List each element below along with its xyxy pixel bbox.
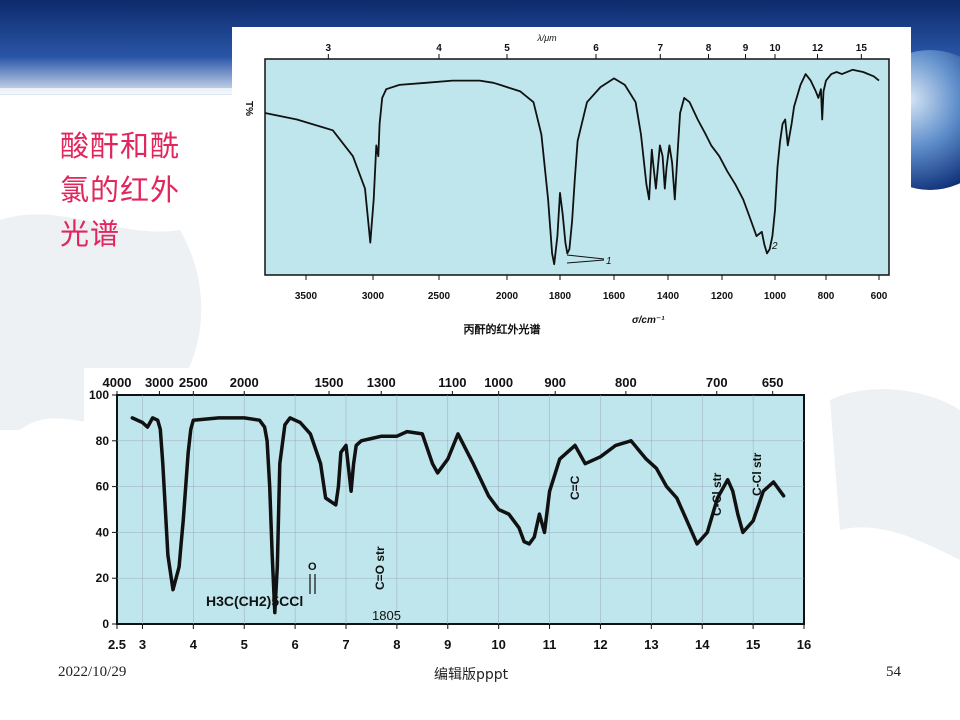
- annotation-label: 1: [606, 256, 612, 267]
- top-tick-label: 3000: [145, 375, 174, 390]
- x-tick-label: 3000: [362, 291, 385, 302]
- annotation-1805: 1805: [372, 608, 401, 623]
- top-tick-label: 8: [706, 43, 712, 54]
- top-tick-label: 5: [504, 43, 510, 54]
- x-tick-label: 8: [393, 637, 400, 652]
- x-tick-label: 1400: [657, 291, 680, 302]
- y-tick-label: 100: [89, 388, 109, 402]
- chart-2-svg: 100 80 60 40 20 0 2.5 3 4 5 6 7 8 9 10 11 12 13 14 15 16 4000…: [89, 375, 811, 652]
- top-tick-label: 650: [762, 375, 784, 390]
- x-tick-label: 2.5: [108, 637, 126, 652]
- top-tick-label: 800: [615, 375, 637, 390]
- top-tick-label: 7: [658, 43, 664, 54]
- top-tick-label: 4: [436, 43, 442, 54]
- y-axis-label: T%: [243, 101, 254, 116]
- ir-spectrum-propionic-anhydride: 3500 3000 2500 2000 1800 1600 1400 1200 1000 800 6…: [232, 27, 911, 347]
- spectrum-line: [264, 68, 880, 266]
- top-tick-label: 6: [593, 43, 599, 54]
- top-tick-label: 10: [769, 43, 781, 54]
- top-tick-label: 2000: [230, 375, 259, 390]
- chart-caption: 丙酐的红外光谱: [464, 322, 541, 336]
- x-tick-label: 16: [797, 637, 811, 652]
- top-tick-label: 700: [706, 375, 728, 390]
- chart-1-svg: 3500 3000 2500 2000 1800 1600 1400 1200 1000 800 6…: [243, 33, 890, 336]
- page-number: 54: [886, 664, 901, 680]
- top-tick-label: 1300: [367, 375, 396, 390]
- y-tick-label: 20: [96, 571, 110, 585]
- x-tick-label: 11: [543, 637, 557, 652]
- top-tick-label: 15: [856, 43, 868, 54]
- top-tick-label: 1000: [484, 375, 513, 390]
- annotation-ccl-str: C-Cl str: [750, 452, 764, 496]
- top-tick-label: 1100: [438, 375, 466, 390]
- x-tick-label: 1000: [764, 291, 787, 302]
- annotation-carbonyl-o: O: [308, 561, 317, 573]
- annotation-cc: C=C: [568, 475, 582, 500]
- x-axis-label: σ/cm⁻¹: [632, 315, 665, 326]
- top-tick-label: 12: [812, 43, 824, 54]
- slide-title: 酸酐和酰氯的红外光谱: [60, 129, 181, 251]
- x-tick-label: 4: [190, 637, 198, 652]
- x-tick-label: 1200: [711, 291, 734, 302]
- top-tick-label: 1500: [315, 375, 344, 390]
- x-tick-label: 600: [871, 291, 888, 302]
- x-tick-label: 12: [593, 637, 607, 652]
- plot-area: [116, 394, 805, 625]
- annotation-label: 2: [771, 241, 778, 252]
- x-tick-label: 3500: [295, 291, 318, 302]
- annotation-formula: H3C(CH2)5CCl: [206, 593, 303, 609]
- footer-center-text: 编辑版pppt: [434, 667, 509, 683]
- x-tick-label: 10: [491, 637, 505, 652]
- top-tick-label: 3: [326, 43, 332, 54]
- top-tick-label: 4000: [103, 375, 132, 390]
- x-tick-label: 6: [291, 637, 298, 652]
- x-tick-label: 13: [644, 637, 658, 652]
- x-tick-label: 7: [342, 637, 349, 652]
- x-tick-label: 800: [818, 291, 835, 302]
- annotation-ccl-str: C-Cl str: [710, 472, 724, 516]
- x-tick-label: 15: [746, 637, 760, 652]
- x-tick-label: 1600: [603, 291, 626, 302]
- top-axis-label: λ/μm: [536, 33, 557, 43]
- x-tick-label: 1800: [549, 291, 572, 302]
- annotation-co-str: C=O str: [373, 546, 387, 590]
- x-tick-label: 2000: [496, 291, 519, 302]
- y-tick-label: 0: [102, 617, 109, 631]
- y-tick-label: 40: [96, 525, 110, 539]
- x-tick-label: 2500: [428, 291, 451, 302]
- annotation-leader: [566, 259, 605, 264]
- y-tick-label: 60: [96, 480, 110, 494]
- x-tick-label: 14: [695, 637, 710, 652]
- x-tick-label: 9: [444, 637, 451, 652]
- annotation-leader: [566, 254, 605, 260]
- y-tick-label: 80: [96, 434, 110, 448]
- top-tick-label: 2500: [179, 375, 208, 390]
- ir-spectrum-heptanoyl-chloride: 100 80 60 40 20 0 2.5 3 4 5 6 7 8 9 10 11 12 13 14 15 16 4000…: [84, 368, 824, 660]
- x-tick-label: 3: [139, 637, 146, 652]
- x-tick-label: 5: [241, 637, 248, 652]
- plot-area: [264, 58, 890, 276]
- footer-date: 2022/10/29: [58, 664, 127, 680]
- spectrum-line: [130, 416, 786, 615]
- top-tick-label: 9: [743, 43, 749, 54]
- top-tick-label: 900: [544, 375, 566, 390]
